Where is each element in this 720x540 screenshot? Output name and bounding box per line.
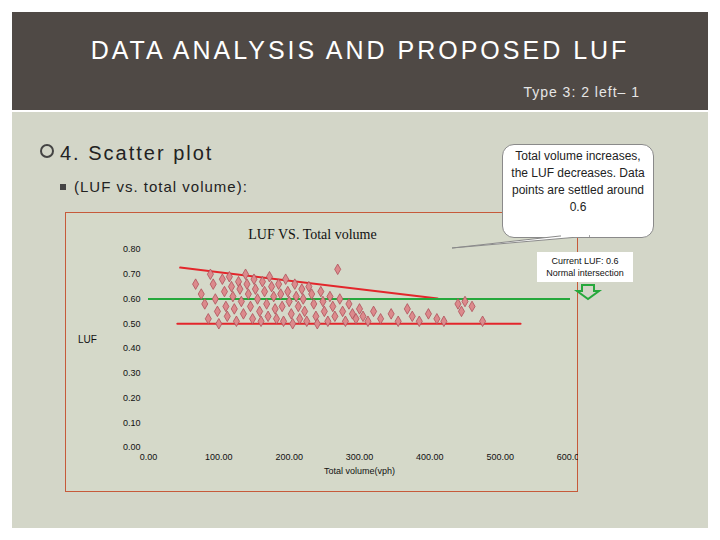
svg-text:0.10: 0.10 <box>123 418 141 428</box>
svg-text:0.80: 0.80 <box>123 244 141 254</box>
svg-text:0.60: 0.60 <box>123 294 141 304</box>
svg-text:300.00: 300.00 <box>346 452 374 462</box>
html-text:DATA ANALYSIS AND PROPOSED LUF: DATA ANALYSIS AND PROPOSED LUF <box>90 36 630 64</box>
svg-text:0.30: 0.30 <box>123 368 141 378</box>
svg-text:600.00: 600.00 <box>557 452 578 462</box>
svg-text:Total volume(vph): Total volume(vph) <box>324 466 395 476</box>
html-text:LUF VS. Total volume: LUF VS. Total volume <box>248 227 377 242</box>
svg-text:200.00: 200.00 <box>275 452 303 462</box>
html-text:Normal intersection: Normal intersection <box>546 268 624 278</box>
html-text:LUF: LUF <box>78 334 97 345</box>
html-text:Current LUF: 0.6: Current LUF: 0.6 <box>551 256 619 266</box>
svg-text:500.00: 500.00 <box>486 452 514 462</box>
svg-text:100.00: 100.00 <box>205 452 233 462</box>
html-text:Total volume increases, the LU: Total volume increases, the LUF decrease… <box>511 149 645 214</box>
html-text:4. Scatter plot: 4. Scatter plot <box>60 142 214 164</box>
svg-text:0.70: 0.70 <box>123 269 141 279</box>
svg-text:400.00: 400.00 <box>416 452 444 462</box>
svg-text:0.40: 0.40 <box>123 343 141 353</box>
html-text:(LUF vs. total volume):: (LUF vs. total volume): <box>74 178 248 195</box>
svg-text:0.00: 0.00 <box>140 452 158 462</box>
svg-text:0.00: 0.00 <box>123 442 141 452</box>
html-text:Type 3: 2 left– 1: Type 3: 2 left– 1 <box>523 84 640 100</box>
svg-text:0.20: 0.20 <box>123 393 141 403</box>
svg-text:0.50: 0.50 <box>123 319 141 329</box>
